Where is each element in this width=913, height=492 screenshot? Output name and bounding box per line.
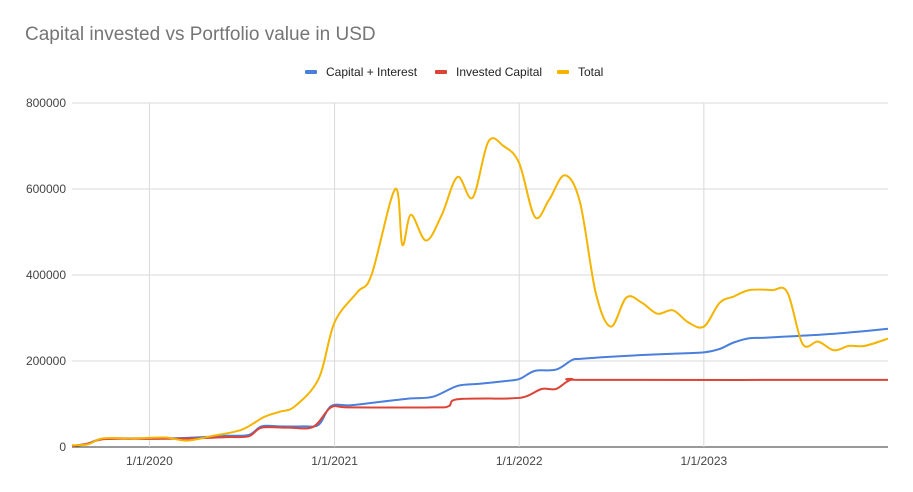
legend-swatch: [435, 70, 447, 74]
legend-label: Invested Capital: [456, 65, 542, 79]
series-line-invested-capital: [71, 377, 889, 448]
y-tick-label: 600000: [26, 182, 66, 196]
x-tick-label: 1/1/2023: [680, 454, 727, 468]
legend-swatch: [305, 70, 317, 74]
x-tick-label: 1/1/2022: [496, 454, 543, 468]
y-tick-label: 0: [59, 440, 66, 454]
series-line-total: [71, 137, 889, 447]
legend-swatch: [557, 70, 569, 74]
y-tick-label: 400000: [26, 268, 66, 282]
y-tick-label: 200000: [26, 354, 66, 368]
legend-label: Total: [578, 65, 603, 79]
x-tick-label: 1/1/2020: [126, 454, 173, 468]
series-line-capital-interest: [71, 327, 889, 448]
y-tick-label: 800000: [26, 96, 66, 110]
chart-title: Capital invested vs Portfolio value in U…: [25, 24, 376, 45]
legend-label: Capital + Interest: [326, 65, 418, 79]
x-tick-label: 1/1/2021: [311, 454, 358, 468]
